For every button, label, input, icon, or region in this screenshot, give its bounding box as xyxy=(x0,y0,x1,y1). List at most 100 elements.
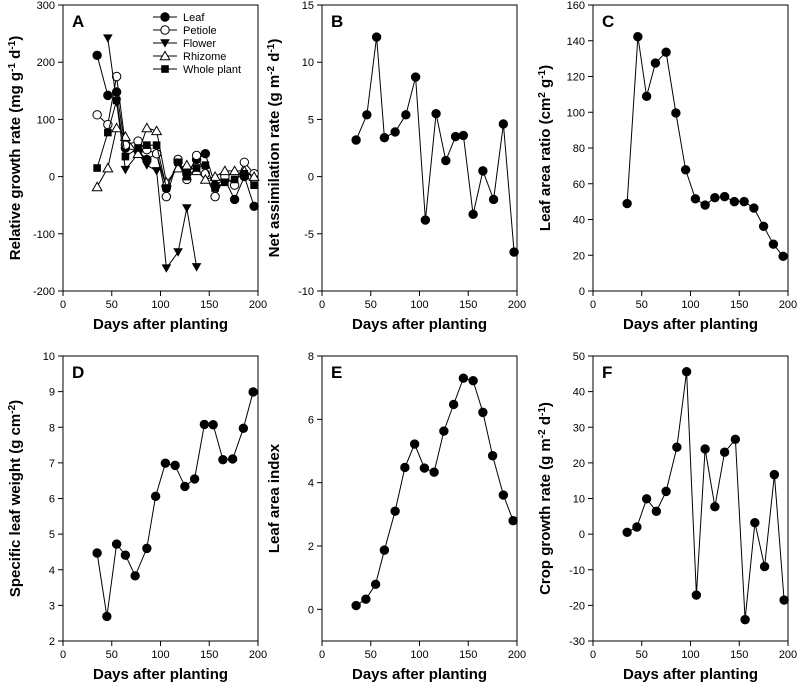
plot-frame xyxy=(62,355,259,642)
y-axis-title: Leaf area ratio (cm2 g-1) xyxy=(537,65,554,231)
panel-letter: E xyxy=(331,363,342,382)
data-point xyxy=(221,178,229,187)
data-point xyxy=(379,545,390,555)
data-point xyxy=(208,420,218,430)
data-point xyxy=(227,454,238,464)
data-point xyxy=(661,486,671,497)
y-tick-label: 15 xyxy=(302,0,314,12)
data-point xyxy=(141,122,153,133)
data-point xyxy=(161,191,172,202)
data-point xyxy=(174,158,182,167)
data-point xyxy=(371,32,382,42)
data-point xyxy=(671,108,681,118)
x-tick-label: 150 xyxy=(459,649,477,661)
data-point xyxy=(450,131,461,142)
y-tick-label: 30 xyxy=(573,422,585,434)
data-point xyxy=(230,175,239,184)
data-point xyxy=(151,167,162,176)
data-point xyxy=(749,203,759,213)
data-point xyxy=(161,264,172,273)
data-point xyxy=(103,90,113,101)
data-point xyxy=(740,614,750,625)
data-point xyxy=(379,133,390,143)
legend-marker xyxy=(160,39,170,48)
data-point xyxy=(92,50,102,61)
data-point xyxy=(641,91,652,102)
data-point xyxy=(92,110,102,120)
data-point xyxy=(739,196,749,207)
panel-e: 0 50 100 150 200 0 2 4 6 8 Days after planting Leaf… xyxy=(266,351,526,683)
x-tick-label: 150 xyxy=(730,299,748,311)
data-point xyxy=(183,172,191,181)
data-point xyxy=(390,506,400,516)
data-point xyxy=(632,522,642,532)
x-axis-title: Days after planting xyxy=(93,666,228,683)
data-point xyxy=(710,501,720,512)
x-tick-label: 100 xyxy=(151,649,169,661)
data-point xyxy=(228,165,241,176)
data-point xyxy=(700,444,710,454)
x-tick-label: 200 xyxy=(779,299,797,311)
data-point xyxy=(431,108,441,119)
data-point xyxy=(199,419,210,430)
data-point xyxy=(439,426,449,436)
x-tick-label: 0 xyxy=(319,299,325,311)
data-point xyxy=(181,159,193,170)
y-tick-label: 160 xyxy=(567,0,585,12)
data-point xyxy=(419,463,430,473)
y-tick-label: 10 xyxy=(302,57,314,69)
panel-letter: B xyxy=(331,12,343,31)
panel-a: 0 50 100 150 200 -200 -100 0 100 200 300 Days after… xyxy=(7,0,267,333)
legend-label: Flower xyxy=(183,38,216,50)
x-tick-label: 150 xyxy=(730,649,748,661)
data-point xyxy=(103,34,113,43)
data-point xyxy=(729,196,740,207)
plot-frame xyxy=(321,355,518,642)
y-tick-label: 200 xyxy=(37,57,55,69)
x-tick-label: 150 xyxy=(200,649,218,661)
x-tick-label: 50 xyxy=(636,299,648,311)
y-tick-label: 60 xyxy=(573,179,585,191)
data-point xyxy=(661,47,671,57)
plot-frame xyxy=(592,355,789,642)
y-tick-label: 10 xyxy=(573,494,585,506)
data-point xyxy=(468,376,478,386)
data-point xyxy=(250,181,258,189)
y-tick-label: 5 xyxy=(308,114,314,126)
data-point xyxy=(111,539,122,549)
data-point xyxy=(672,442,682,452)
y-axis-title: Net assimilation rate (g m-2 d-1) xyxy=(266,39,283,258)
x-tick-label: 0 xyxy=(590,649,596,661)
x-axis-title: Days after planting xyxy=(93,316,228,333)
data-point xyxy=(410,72,421,82)
y-tick-label: 10 xyxy=(43,351,55,363)
data-point xyxy=(400,462,410,473)
data-point xyxy=(93,164,101,172)
x-axis-title: Days after planting xyxy=(352,666,487,683)
panel-d: 0 50 100 150 200 2 3 4 5 6 7 8 9 10 Days after plantin… xyxy=(7,351,267,683)
y-tick-label: 100 xyxy=(37,114,55,126)
y-tick-label: 5 xyxy=(49,529,55,541)
data-point xyxy=(209,170,221,181)
x-tick-label: 150 xyxy=(459,299,477,311)
x-tick-label: 100 xyxy=(151,299,169,311)
y-tick-label: 0 xyxy=(308,172,314,184)
x-tick-label: 50 xyxy=(106,299,118,311)
plot-frame xyxy=(321,4,518,292)
data-point xyxy=(458,373,469,383)
plot-frame xyxy=(592,4,789,292)
legend-label: Whole plant xyxy=(183,64,241,76)
data-point xyxy=(650,58,661,68)
data-point xyxy=(651,506,662,517)
data-point xyxy=(91,181,103,192)
data-point xyxy=(130,571,140,581)
data-point xyxy=(498,119,509,129)
data-point xyxy=(132,148,144,159)
data-point xyxy=(248,170,260,181)
y-tick-label: 2 xyxy=(308,541,314,553)
y-tick-label: -100 xyxy=(33,229,55,241)
y-tick-label: 120 xyxy=(567,72,585,84)
data-point xyxy=(102,162,114,173)
x-tick-label: 0 xyxy=(60,299,66,311)
x-tick-label: 50 xyxy=(636,649,648,661)
